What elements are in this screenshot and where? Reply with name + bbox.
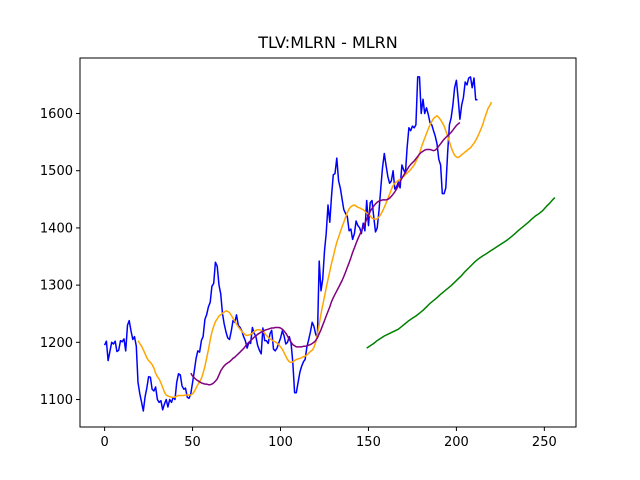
x-axis: 0 50 100 150 200 250 [100, 427, 557, 450]
series-line-4 [366, 197, 556, 349]
series-line-3 [190, 121, 461, 386]
y-tick-label: 1600 [40, 107, 73, 122]
y-tick-label: 1100 [40, 393, 73, 408]
plot-lines [103, 76, 556, 412]
plot-frame [79, 57, 577, 428]
chart-title: TLV:MLRN - MLRN [257, 33, 398, 52]
y-tick-label: 1400 [40, 221, 73, 236]
y-tick-label: 1200 [40, 336, 73, 351]
x-tick-label: 100 [268, 435, 293, 450]
series-line-1 [103, 76, 478, 412]
y-axis: 1100 1200 1300 1400 1500 1600 [40, 107, 80, 408]
x-tick-label: 150 [356, 435, 381, 450]
y-tick-label: 1300 [40, 279, 73, 294]
x-tick-label: 0 [100, 435, 108, 450]
x-tick-label: 50 [184, 435, 201, 450]
x-tick-label: 250 [532, 435, 557, 450]
x-tick-label: 200 [444, 435, 469, 450]
y-tick-label: 1500 [40, 164, 73, 179]
series-line-2 [137, 101, 493, 399]
